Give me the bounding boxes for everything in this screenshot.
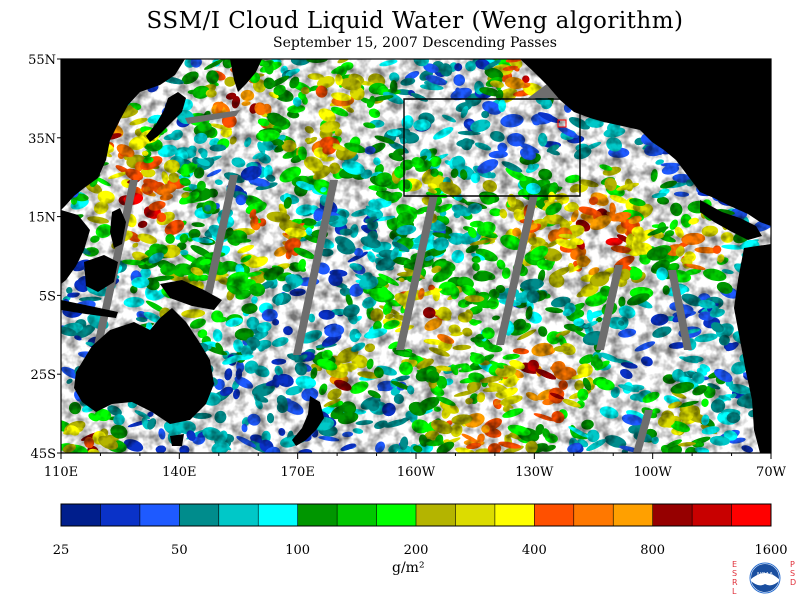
noaa-emblem-icon: NOAA bbox=[749, 562, 781, 594]
land-indochina bbox=[61, 210, 90, 284]
colorbar-tick-label: 1600 bbox=[754, 543, 787, 558]
land-tasmania bbox=[170, 434, 184, 446]
land-new-guinea bbox=[160, 280, 222, 310]
colorbar bbox=[60, 503, 772, 527]
orbit-gap-swath bbox=[396, 195, 438, 350]
colorbar-swatch bbox=[297, 504, 338, 526]
map-area bbox=[61, 59, 771, 453]
colorbar-tick-labels: 25 50 100 200 400 800 1600 bbox=[53, 543, 788, 558]
colorbar-swatch bbox=[100, 504, 141, 526]
lat-tick-label: 45S bbox=[31, 447, 56, 462]
land-japan bbox=[146, 92, 186, 142]
colorbar-swatch bbox=[494, 504, 535, 526]
colorbar-tick-label: 25 bbox=[53, 543, 70, 558]
colorbar-swatch bbox=[337, 504, 377, 526]
lon-tick-label: 100W bbox=[634, 465, 673, 480]
lon-tick-label: 130W bbox=[515, 465, 554, 480]
lon-tick-label: 70W bbox=[756, 465, 787, 480]
land-java bbox=[61, 300, 118, 318]
land-layer bbox=[61, 59, 771, 453]
colorbar-swatch bbox=[376, 504, 417, 526]
colorbar-tick-label: 400 bbox=[522, 543, 547, 558]
small-red-marker bbox=[557, 119, 567, 128]
land-central-america bbox=[700, 200, 762, 240]
land-new-zealand bbox=[292, 396, 324, 446]
orbit-gap-swath bbox=[185, 110, 240, 124]
land-borneo bbox=[84, 255, 118, 292]
lon-tick-label: 140E bbox=[162, 465, 196, 480]
lon-tick-label: 110E bbox=[44, 465, 78, 480]
colorbar-swatch bbox=[534, 504, 575, 526]
colorbar-swatch bbox=[652, 504, 693, 526]
colorbar-swatch bbox=[179, 504, 220, 526]
lat-tick-label: 25S bbox=[31, 368, 56, 383]
colorbar-swatch bbox=[731, 504, 772, 526]
orbit-gap-swath bbox=[203, 175, 238, 300]
land-australia bbox=[74, 308, 214, 424]
orbit-gap-swath bbox=[293, 180, 338, 355]
logo-center-text: NOAA bbox=[757, 572, 773, 578]
colorbar-swatch bbox=[613, 504, 653, 526]
colorbar-swatch bbox=[573, 504, 614, 526]
colorbar-swatch bbox=[258, 504, 298, 526]
colorbar-swatch bbox=[61, 504, 101, 526]
colorbar-swatch bbox=[455, 504, 496, 526]
land-south-america bbox=[734, 244, 771, 453]
lat-tick-label: 5S bbox=[39, 289, 56, 304]
lat-tick-label: 35N bbox=[28, 132, 56, 147]
lat-tick-label: 15N bbox=[28, 211, 56, 226]
orbit-gap-layer bbox=[93, 78, 692, 453]
chart-title: SSM/I Cloud Liquid Water (Weng algorithm… bbox=[146, 8, 684, 34]
orbit-gap-swath bbox=[496, 195, 538, 345]
colorbar-tick-label: 100 bbox=[285, 543, 310, 558]
lon-tick-label: 160W bbox=[397, 465, 436, 480]
chart-subtitle: September 15, 2007 Descending Passes bbox=[273, 35, 557, 51]
colorbar-tick-label: 200 bbox=[404, 543, 429, 558]
colorbar-tick-label: 800 bbox=[640, 543, 665, 558]
colorbar-swatch bbox=[218, 504, 259, 526]
orbit-gap-swath bbox=[668, 270, 692, 350]
colorbar-swatch bbox=[692, 504, 732, 526]
latitude-axis: 55N 35N 15N 5S 25S 45S bbox=[28, 53, 61, 462]
colorbar-unit: g/m² bbox=[392, 560, 425, 576]
land-asia bbox=[61, 59, 185, 210]
land-kamchatka bbox=[230, 59, 262, 92]
colorbar-swatch bbox=[139, 504, 180, 526]
colorbar-tick-label: 50 bbox=[171, 543, 188, 558]
colorbar-swatch bbox=[416, 504, 456, 526]
orbit-gap-swath bbox=[596, 265, 623, 350]
analysis-box-outline bbox=[403, 98, 581, 197]
longitude-axis: 110E 140E 170E 160W 130W 100W 70W bbox=[44, 453, 787, 480]
lat-tick-label: 55N bbox=[28, 53, 56, 68]
land-north-america bbox=[520, 59, 771, 226]
land-philippines bbox=[110, 208, 126, 248]
orbit-gap-swath bbox=[633, 410, 653, 453]
lon-tick-label: 170E bbox=[281, 465, 315, 480]
